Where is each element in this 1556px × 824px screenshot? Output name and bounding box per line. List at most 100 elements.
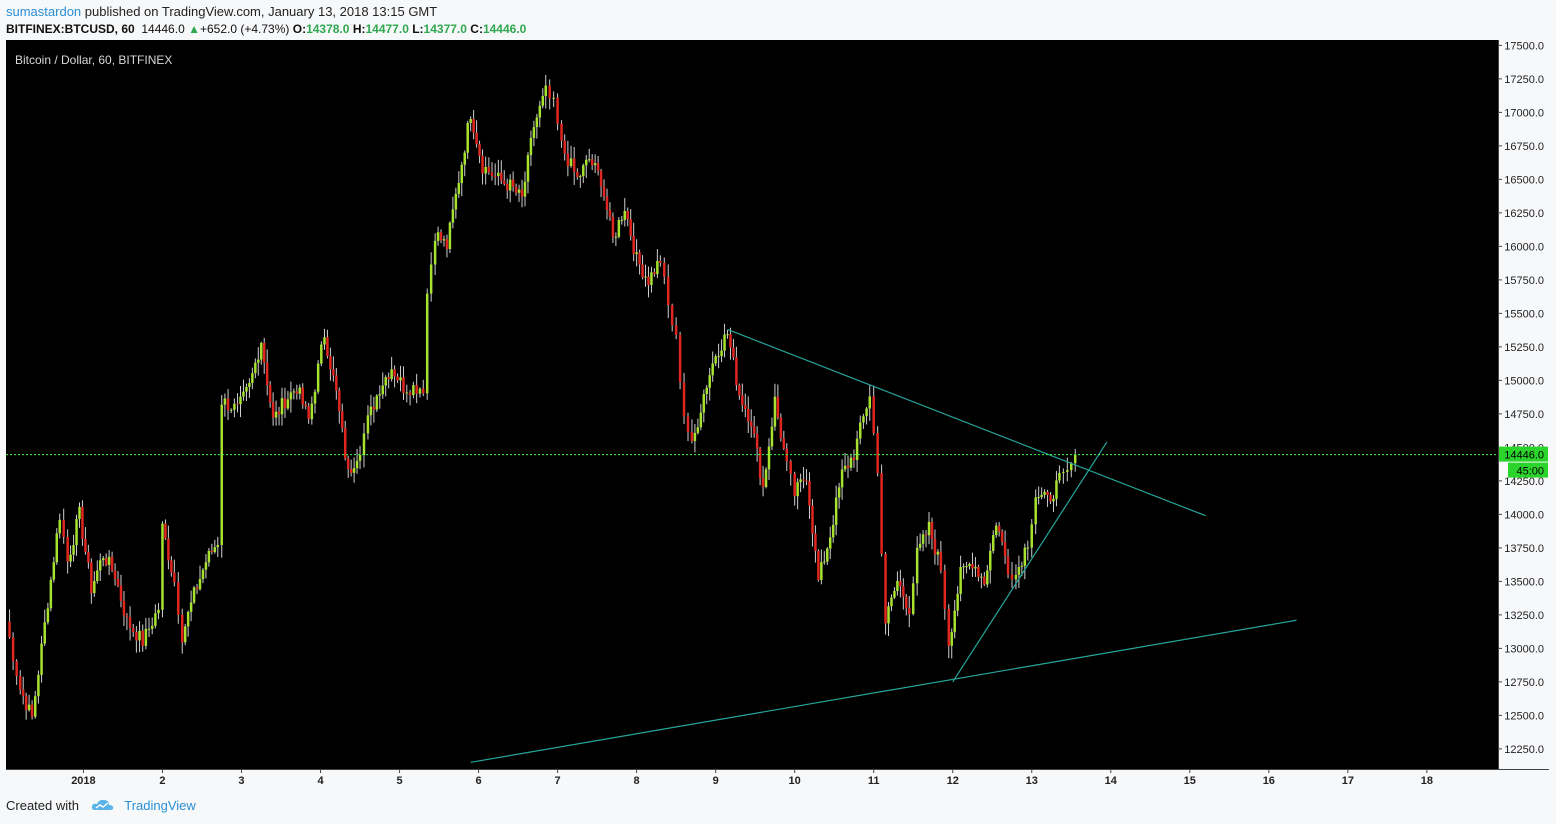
- candle-body: [779, 417, 783, 439]
- candle-body: [899, 580, 902, 587]
- low-value: 14377.0: [423, 22, 467, 36]
- candle-body: [927, 521, 931, 536]
- candle-body: [611, 216, 615, 238]
- y-tick-label: 16500.0: [1504, 174, 1544, 186]
- trendline[interactable]: [727, 328, 1206, 517]
- candle-body: [936, 551, 940, 555]
- candle-body: [329, 356, 332, 370]
- y-tick-label: 13500.0: [1504, 576, 1544, 588]
- candle-body: [974, 566, 977, 569]
- candle-body: [84, 538, 87, 553]
- tradingview-link[interactable]: TradingView: [124, 798, 196, 813]
- candle-body: [656, 260, 659, 275]
- publisher-link[interactable]: sumastardon: [6, 4, 82, 19]
- candle-body: [890, 597, 893, 607]
- candle-body: [582, 165, 585, 177]
- candle-body: [257, 359, 260, 363]
- change-label: +652.0 (+4.73%): [199, 22, 290, 36]
- candle-body: [614, 236, 618, 238]
- candle-body: [396, 376, 399, 381]
- symbol-label: BITFINEX:BTCUSD, 60: [6, 22, 135, 36]
- candle-body: [116, 578, 120, 586]
- candle-body: [239, 396, 242, 405]
- candle-body: [947, 608, 951, 646]
- candle-body: [855, 438, 859, 461]
- candle-body: [332, 369, 335, 376]
- candle-body: [204, 562, 208, 570]
- candle-body: [223, 398, 227, 405]
- candle-body: [390, 369, 393, 380]
- candle-body: [872, 396, 875, 434]
- candle-body: [690, 431, 694, 442]
- chart-area[interactable]: 12250.0 12500.0 12750.0 13000.0 13250.0 13500…: [6, 40, 1549, 789]
- x-tick-label: 6: [476, 775, 482, 787]
- candle-body: [693, 432, 697, 442]
- candle-body: [448, 222, 452, 249]
- candle-body: [918, 543, 922, 548]
- candle-body: [346, 458, 350, 469]
- candle-body: [101, 558, 105, 561]
- candle-body: [164, 523, 167, 539]
- trendline[interactable]: [952, 441, 1108, 683]
- candle-body: [823, 561, 826, 563]
- candle-body: [484, 167, 487, 174]
- candle-body: [852, 457, 856, 461]
- y-tick-label: 14000.0: [1504, 509, 1544, 521]
- candle-body: [313, 391, 317, 404]
- candle-body: [997, 525, 1001, 532]
- candle-body: [1052, 498, 1055, 502]
- y-tick-label: 13000.0: [1504, 643, 1544, 655]
- candle-body: [186, 611, 190, 627]
- candle-body: [1037, 497, 1040, 499]
- candle-body: [460, 164, 464, 184]
- candle-body: [310, 403, 314, 420]
- y-tick-label: 14250.0: [1504, 476, 1544, 488]
- candle-body: [884, 553, 887, 624]
- candle-body: [943, 570, 947, 609]
- candle-body: [96, 570, 99, 582]
- candle-body: [295, 391, 299, 394]
- candle-body: [236, 403, 239, 405]
- candle-body: [292, 391, 296, 393]
- candle-body: [805, 480, 808, 482]
- candle-body: [366, 415, 370, 434]
- candle-body: [192, 587, 196, 603]
- candle-body: [817, 550, 820, 580]
- candle-body: [49, 579, 53, 609]
- tradingview-logo-icon[interactable]: [91, 798, 115, 815]
- trendline[interactable]: [470, 619, 1297, 763]
- candle-body: [408, 392, 412, 396]
- candle-body: [43, 622, 46, 644]
- candle-body: [135, 632, 138, 641]
- created-with-label: Created with: [6, 798, 79, 813]
- candle-body: [280, 398, 284, 415]
- candle-body: [849, 457, 853, 468]
- candle-body: [776, 396, 780, 418]
- candle-body: [517, 189, 521, 193]
- candle-body: [323, 337, 326, 345]
- x-tick-label: 2018: [71, 775, 95, 787]
- y-tick-label: 16250.0: [1504, 208, 1544, 220]
- candle-body: [520, 189, 524, 197]
- candle-body: [705, 387, 709, 395]
- candle-body: [93, 581, 96, 594]
- candle-body: [8, 621, 11, 638]
- price-chart[interactable]: 12250.0 12500.0 12750.0 13000.0 13250.0 13500…: [6, 40, 1549, 789]
- candle-body: [965, 566, 968, 568]
- candle-body: [726, 334, 729, 336]
- candle-body: [828, 537, 832, 549]
- candle-body: [569, 158, 573, 167]
- candle-body: [641, 264, 644, 278]
- candle-body: [746, 408, 750, 422]
- candle-body: [977, 566, 980, 577]
- y-tick-label: 17500.0: [1504, 40, 1544, 52]
- candle-body: [714, 356, 717, 364]
- candle-body: [422, 388, 425, 394]
- x-tick-label: 18: [1421, 775, 1433, 787]
- candle-body: [104, 558, 108, 565]
- candle-body: [399, 377, 402, 381]
- candle-body: [729, 334, 732, 348]
- y-tick-label: 16750.0: [1504, 141, 1544, 153]
- trendlines-layer: [6, 328, 1498, 763]
- candle-body: [1000, 531, 1004, 542]
